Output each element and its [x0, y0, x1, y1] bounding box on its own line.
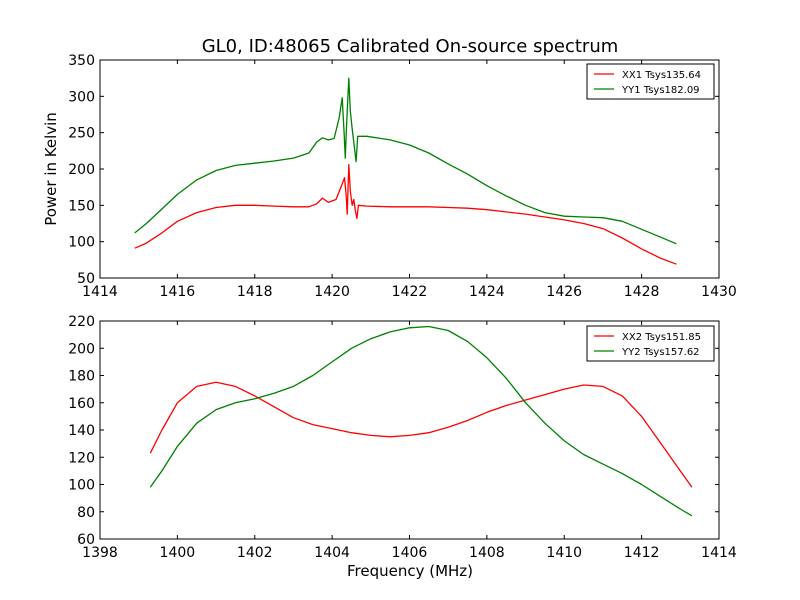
bottom-ytick-label: 60: [77, 532, 95, 548]
bottom-chart-xlabel: Frequency (MHz): [347, 562, 473, 580]
top-legend-box: [586, 63, 715, 100]
top-xtick-label: 1426: [546, 284, 582, 300]
top-chart-plot-area: [134, 77, 677, 265]
top-xtick-label: 1424: [469, 284, 505, 300]
bottom-xtick-label: 1412: [624, 545, 660, 561]
bottom-chart: Frequency (MHz) 1398 1400 1402 1404 1406 1408…: [68, 314, 737, 580]
top-chart: GL0, ID:48065 Calibrated On-source spect…: [42, 36, 737, 300]
bottom-ytick-label: 120: [68, 450, 95, 466]
top-ytick-label: 200: [68, 162, 95, 178]
bottom-legend-box: [586, 325, 715, 362]
top-chart-frame: [99, 59, 720, 279]
top-ytick-label: 50: [77, 271, 95, 287]
top-ytick-label: 250: [68, 126, 95, 142]
top-series-line-1: [134, 163, 677, 265]
top-xtick-label: 1420: [314, 284, 350, 300]
top-ytick-label: 100: [68, 235, 95, 251]
top-chart-legend: XX1 Tsys135.64 YY1 Tsys182.09: [586, 63, 715, 100]
top-legend-label-yy1: YY1 Tsys182.09: [621, 85, 700, 96]
bottom-xtick-label: 1406: [392, 545, 428, 561]
bottom-ytick-label: 140: [68, 423, 95, 439]
top-xtick-label: 1428: [624, 284, 660, 300]
top-chart-ticks: 1414 1416 1418 1420 1422 1424 1426 1428 1430 50 10…: [68, 53, 737, 300]
bottom-series-line-1: [149, 381, 693, 488]
bottom-xtick-label: 1410: [546, 545, 582, 561]
bottom-ytick-label: 160: [68, 396, 95, 412]
top-ytick-label: 150: [68, 198, 95, 214]
top-xtick-label: 1422: [392, 284, 428, 300]
top-legend-label-xx1: XX1 Tsys135.64: [622, 70, 701, 81]
bottom-ytick-label: 180: [68, 369, 95, 385]
top-ytick-label: 300: [68, 89, 95, 105]
bottom-ytick-label: 100: [68, 478, 95, 494]
bottom-xtick-label: 1404: [314, 545, 350, 561]
bottom-xtick-label: 1408: [469, 545, 505, 561]
bottom-xtick-label: 1414: [701, 545, 737, 561]
top-series-line-2: [134, 77, 677, 245]
top-xtick-label: 1414: [82, 284, 118, 300]
bottom-chart-frame: [99, 320, 720, 540]
top-ytick-label: 350: [68, 53, 95, 69]
bottom-xtick-label: 1398: [82, 545, 118, 561]
bottom-xtick-label: 1402: [237, 545, 273, 561]
bottom-ytick-label: 200: [68, 341, 95, 357]
bottom-ytick-label: 80: [77, 505, 95, 521]
top-xtick-label: 1418: [237, 284, 273, 300]
bottom-chart-plot-area: [149, 325, 693, 517]
bottom-ytick-label: 220: [68, 314, 95, 330]
bottom-series-line-2: [149, 325, 693, 517]
top-xtick-label: 1416: [160, 284, 196, 300]
top-chart-ylabel: Power in Kelvin: [42, 112, 60, 226]
bottom-chart-ticks: 1398 1400 1402 1404 1406 1408 1410 1412 1414 60 80…: [68, 314, 737, 561]
bottom-legend-label-yy2: YY2 Tsys157.62: [621, 347, 700, 358]
top-chart-title: GL0, ID:48065 Calibrated On-source spect…: [202, 36, 619, 57]
bottom-xtick-label: 1400: [160, 545, 196, 561]
bottom-chart-legend: XX2 Tsys151.85 YY2 Tsys157.62: [586, 325, 715, 362]
bottom-legend-label-xx2: XX2 Tsys151.85: [622, 332, 701, 343]
top-xtick-label: 1430: [701, 284, 737, 300]
